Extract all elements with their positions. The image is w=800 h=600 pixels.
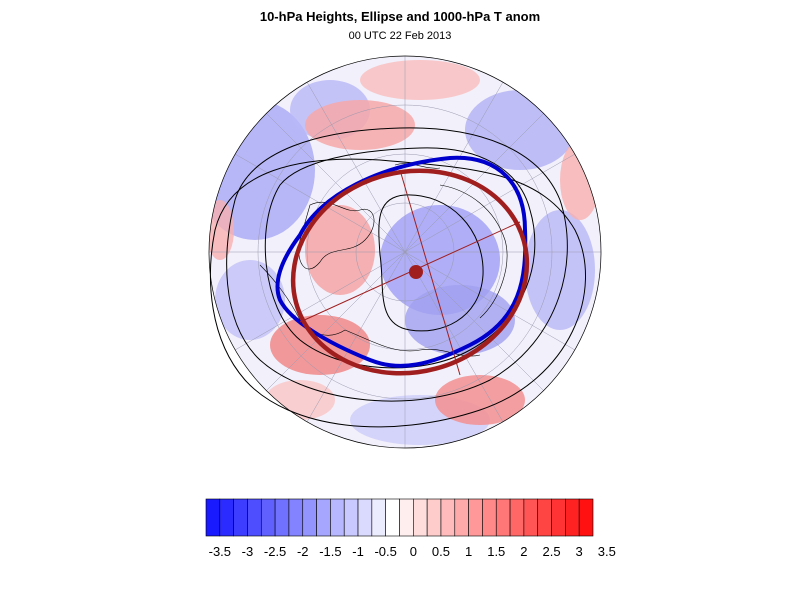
chart-title: 10-hPa Heights, Ellipse and 1000-hPa T a… <box>259 9 541 24</box>
colorbar-swatch <box>247 498 262 537</box>
colorbar-tick-label: 1.5 <box>487 544 506 559</box>
colorbar-swatch <box>385 498 400 537</box>
colorbar-swatch <box>440 498 456 537</box>
colorbar-swatch <box>495 498 511 537</box>
colorbar-tick-label: 1 <box>464 544 473 559</box>
colorbar-swatch <box>330 498 345 537</box>
colorbar-swatch <box>233 498 248 537</box>
colorbar-tick-label: -0.5 <box>374 544 397 559</box>
ellipse-center-marker <box>409 265 423 279</box>
colorbar-swatch <box>578 498 594 537</box>
colorbar-tick-label: 2.5 <box>542 544 561 559</box>
colorbar-swatch <box>468 498 483 537</box>
colorbar-swatch <box>260 498 276 537</box>
colorbar-swatch <box>509 498 525 537</box>
colorbar-swatch <box>205 498 221 537</box>
colorbar-swatch <box>426 498 442 537</box>
colorbar-swatch <box>565 498 580 537</box>
colorbar-swatch <box>537 498 552 537</box>
map-border <box>208 55 602 449</box>
chart-subtitle: 00 UTC 22 Feb 2013 <box>348 30 452 42</box>
colorbar-swatch <box>371 498 386 537</box>
colorbar-tick-label: 0 <box>409 544 417 559</box>
colorbar-swatch <box>288 498 304 537</box>
colorbar-swatch <box>454 498 469 537</box>
colorbar-tick-label: 0.5 <box>431 544 450 559</box>
colorbar-tick-label: -1.5 <box>319 544 342 559</box>
colorbar-swatch <box>413 498 428 537</box>
colorbar-tick-label: 3 <box>575 544 583 559</box>
colorbar-swatch <box>316 498 331 537</box>
colorbar-swatch <box>274 498 290 537</box>
colorbar-swatch <box>482 498 497 537</box>
colorbar-swatch <box>523 498 539 537</box>
colorbar-tick-label: -2.5 <box>263 544 287 559</box>
colorbar-swatch <box>357 498 373 537</box>
colorbar-tick-label: 2 <box>520 544 528 559</box>
colorbar-swatch <box>343 498 359 537</box>
colorbar-tick-label: -1 <box>352 544 364 559</box>
colorbar-tick-label: -2 <box>296 544 309 559</box>
colorbar-swatch <box>219 498 234 537</box>
colorbar-tick-label: 3.5 <box>597 544 616 559</box>
colorbar-swatch <box>551 498 566 537</box>
colorbar-swatch <box>302 498 317 537</box>
fitted-ellipse <box>290 168 530 376</box>
vortex-edge-contour <box>275 155 528 368</box>
colorbar-tick-label: -3.5 <box>208 544 232 559</box>
colorbar-swatch <box>399 498 414 537</box>
colorbar-tick-label: -3 <box>241 544 254 559</box>
